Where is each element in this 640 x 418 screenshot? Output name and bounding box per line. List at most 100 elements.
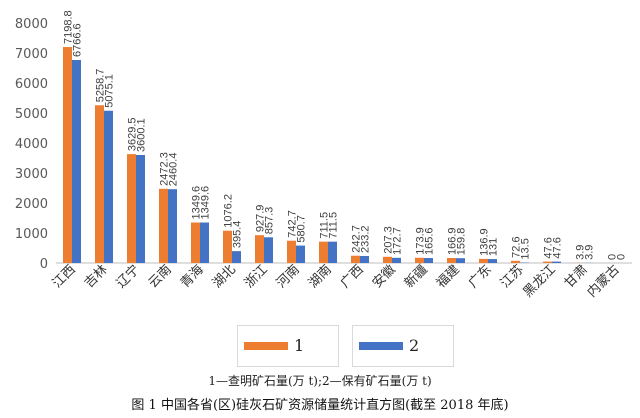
- bar-series-1: [223, 230, 232, 263]
- bar-series-1: [511, 260, 520, 263]
- data-label-series-2: 131: [488, 238, 500, 256]
- data-label-series-1: 1076.2: [223, 194, 235, 228]
- bar-series-2: [296, 245, 305, 263]
- bar-series-2: [232, 251, 241, 263]
- x-tick-label: 辽宁: [113, 262, 143, 292]
- legend-label-2: 2: [409, 336, 420, 355]
- data-label-series-2: 857.3: [264, 207, 276, 235]
- bar-series-2: [360, 256, 369, 263]
- data-label-series-1: 136.9: [479, 228, 491, 256]
- y-tick-label: 8000: [15, 17, 48, 32]
- bar-series-2: [168, 189, 177, 263]
- y-tick-label: 2000: [15, 197, 48, 212]
- bar-series-2: [552, 261, 561, 263]
- bar-series-1: [415, 257, 424, 263]
- data-label-series-1: 173.9: [415, 227, 427, 255]
- bar-series-2: [136, 154, 145, 263]
- y-tick-label: 6000: [15, 77, 48, 92]
- data-label-series-1: 3.9: [575, 245, 587, 260]
- y-tick-label: 1000: [15, 227, 48, 242]
- figure-caption: 图 1 中国各省(区)硅灰石矿资源储量统计直方图(截至 2018 年底): [131, 398, 509, 413]
- data-label-series-1: 927.9: [255, 205, 267, 233]
- x-tick-label: 河南: [273, 262, 303, 292]
- y-tick-label: 5000: [15, 107, 48, 122]
- data-label-series-1: 207.3: [383, 226, 395, 254]
- bar-series-1: [447, 257, 456, 263]
- bar-series-2: [72, 60, 81, 263]
- x-tick-label: 广西: [338, 262, 367, 291]
- y-tick-label: 0: [40, 257, 48, 272]
- bar-series-2: [264, 237, 273, 263]
- bar-series-2: [392, 257, 401, 263]
- data-label-series-2: 5075.1: [104, 74, 116, 108]
- data-label-series-2: 2460.4: [168, 153, 180, 187]
- series-note: 1—查明矿石量(万 t);2—保有矿石量(万 t): [208, 374, 432, 388]
- data-label-series-1: 711.5: [319, 212, 331, 239]
- legend-item-2: 2: [352, 325, 454, 367]
- bar-series-1: [95, 105, 104, 263]
- bar-series-1: [127, 154, 136, 263]
- bar-series-1: [383, 256, 392, 263]
- y-tick-label: 4000: [15, 137, 48, 152]
- legend-swatch-1: [244, 342, 288, 350]
- bar-series-1: [319, 241, 328, 263]
- data-label-series-1: 7198.8: [63, 10, 75, 44]
- data-label-series-2: 6766.6: [72, 23, 84, 57]
- data-label-series-1: 47.6: [543, 237, 555, 258]
- bar-series-2: [104, 110, 113, 263]
- x-tick-label: 新疆: [401, 262, 431, 292]
- data-label-series-2: 580.7: [296, 215, 308, 243]
- data-label-series-2: 3.9: [584, 245, 596, 260]
- data-label-series-1: 5258.7: [95, 69, 107, 103]
- data-label-series-2: 395.4: [232, 221, 244, 249]
- data-label-series-2: 13.5: [520, 238, 532, 259]
- x-tick-label: 云南: [145, 262, 175, 292]
- bar-series-1: [543, 261, 552, 263]
- legend-swatch-2: [359, 342, 403, 350]
- data-label-series-1: 0: [607, 254, 619, 260]
- data-label-series-1: 3629.5: [127, 117, 139, 151]
- data-label-series-2: 47.6: [552, 237, 564, 258]
- data-label-series-1: 72.6: [511, 236, 523, 257]
- x-tick-label: 湖北: [210, 262, 239, 291]
- bar-series-1: [191, 222, 200, 263]
- bar-series-1: [479, 258, 488, 263]
- legend-item-1: 1: [237, 325, 339, 367]
- x-tick-label: 浙江: [242, 262, 271, 291]
- bar-series-2: [456, 258, 465, 263]
- x-tick-label: 内蒙古: [584, 262, 623, 301]
- data-label-series-2: 1349.6: [200, 186, 212, 220]
- x-tick-label: 广东: [466, 262, 495, 291]
- y-tick-label: 3000: [15, 167, 48, 182]
- bar-series-2: [488, 259, 497, 263]
- data-label-series-1: 1349.6: [191, 186, 203, 220]
- bar-series-2: [424, 258, 433, 263]
- data-label-series-2: 165.6: [424, 228, 436, 256]
- x-tick-label: 福建: [434, 262, 463, 291]
- data-label-series-1: 242.7: [351, 225, 363, 253]
- data-label-series-2: 159.8: [456, 228, 468, 256]
- data-label-series-2: 711.5: [328, 212, 340, 239]
- data-label-series-1: 2472.3: [159, 152, 171, 186]
- data-label-series-2: 0: [616, 254, 628, 260]
- legend-label-1: 1: [294, 336, 305, 355]
- bar-series-1: [159, 188, 168, 263]
- bar-series-1: [255, 235, 264, 263]
- data-label-series-1: 166.9: [447, 227, 459, 255]
- bar-series-1: [287, 240, 296, 263]
- data-label-series-2: 3600.1: [136, 118, 148, 152]
- x-tick-label: 湖南: [305, 262, 335, 292]
- y-tick-label: 7000: [15, 47, 48, 62]
- x-tick-label: 江西: [50, 262, 79, 291]
- x-tick-label: 黑龙江: [521, 262, 559, 300]
- data-label-series-1: 742.7: [287, 210, 299, 238]
- bar-series-1: [351, 255, 360, 263]
- bar-series-2: [200, 222, 209, 263]
- x-tick-label: 青海: [178, 262, 207, 291]
- x-tick-label: 安徽: [370, 262, 399, 291]
- bar-chart: 0 1000 2000 3000 4000 5000 6000 7000 8000 7198.86…: [15, 10, 632, 301]
- bar-series-1: [63, 47, 72, 264]
- x-tick-label: 吉林: [82, 262, 111, 291]
- bar-series-2: [328, 241, 337, 263]
- data-label-series-2: 233.2: [360, 225, 372, 253]
